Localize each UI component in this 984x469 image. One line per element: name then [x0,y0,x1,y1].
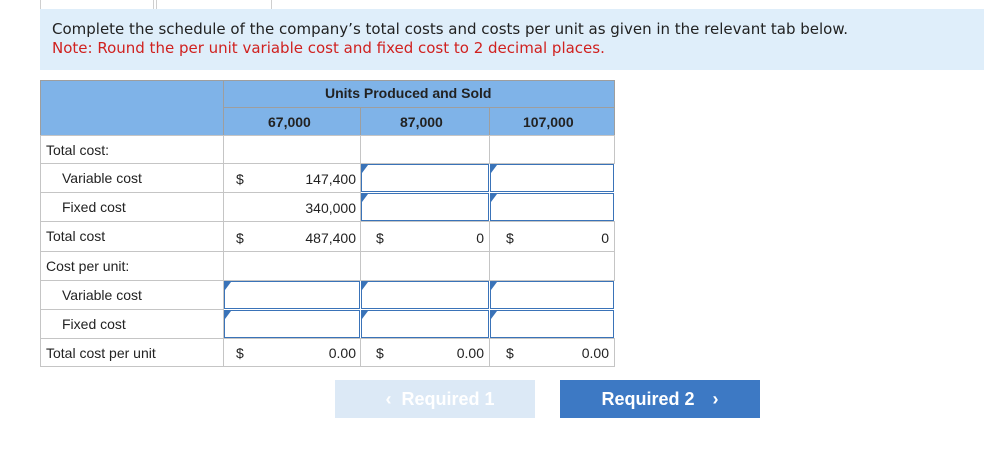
currency-symbol: $ [236,230,244,246]
cell-67-unit-section [223,251,361,281]
tab-stub-required-2[interactable] [156,0,272,9]
input-marker-icon [491,282,497,290]
input-variable-unit-107000[interactable] [490,281,614,309]
input-variable-cost-107000[interactable] [490,164,614,192]
required-2-button[interactable]: Required 2 › [560,380,760,418]
tab-stub-required-1[interactable] [40,0,154,9]
input-variable-unit-87000[interactable] [361,281,489,309]
cell-87-unit-total [360,338,490,367]
cell-87-section [360,135,490,164]
value-fixed-cost-67000: 340,000 [305,200,356,216]
value-variable-cost-67000: 147,400 [305,171,356,187]
input-marker-icon [362,282,368,290]
cell-67-section [223,135,361,164]
input-marker-icon [362,165,368,173]
cell-67-unit-total [223,338,361,367]
cell-87-total [360,221,490,252]
input-fixed-unit-87000[interactable] [361,310,489,338]
column-label-87000: 87,000 [400,114,443,130]
input-marker-icon [362,311,368,319]
column-label-67000: 67,000 [268,114,311,130]
input-variable-cost-87000[interactable] [361,164,489,192]
row-label-fixed-cost-unit: Fixed cost [40,309,224,339]
column-header-67000 [223,107,361,136]
row-label-total-cost-section: Total cost: [40,135,224,164]
value-total-unit-107000: 0.00 [581,345,609,361]
value-total-unit-87000: 0.00 [456,345,484,361]
input-fixed-unit-67000[interactable] [224,310,360,338]
input-marker-icon [491,194,497,202]
input-marker-icon [362,194,368,202]
cell-87-unit-section [360,251,490,281]
input-marker-icon [225,311,231,319]
currency-symbol: $ [376,230,384,246]
row-label-total-cost: Total cost [40,221,224,252]
row-label-total-cost-per-unit: Total cost per unit [40,338,224,367]
input-fixed-cost-107000[interactable] [490,193,614,221]
input-fixed-cost-87000[interactable] [361,193,489,221]
row-label-variable-cost-unit: Variable cost [40,280,224,310]
chevron-right-icon: › [712,388,719,409]
required-2-label: Required 2 [601,388,695,409]
units-produced-sold-header: Units Produced and Sold [325,85,492,101]
input-variable-unit-67000[interactable] [224,281,360,309]
value-total-cost-87000: 0 [476,230,484,246]
input-marker-icon [491,311,497,319]
row-label-variable-cost: Variable cost [40,163,224,193]
input-marker-icon [225,282,231,290]
row-label-cost-per-unit-section: Cost per unit: [40,251,224,281]
currency-symbol: $ [376,345,384,361]
cell-67-total [223,221,361,252]
instruction-box: Complete the schedule of the company’s t… [40,9,984,70]
currency-symbol: $ [506,230,514,246]
column-header-107000 [489,107,615,136]
cell-107-total [489,221,615,252]
required-1-label: Required 1 [401,388,495,409]
currency-symbol: $ [506,345,514,361]
chevron-left-icon: ‹ [385,388,392,409]
value-total-unit-67000: 0.00 [328,345,356,361]
value-total-cost-67000: 487,400 [305,230,356,246]
instruction-text: Complete the schedule of the company’s t… [52,20,848,38]
currency-symbol: $ [236,345,244,361]
value-total-cost-107000: 0 [601,230,609,246]
required-1-button[interactable]: ‹ Required 1 [335,380,535,418]
header-label-blank [40,80,224,136]
cell-107-unit-total [489,338,615,367]
input-fixed-unit-107000[interactable] [490,310,614,338]
column-label-107000: 107,000 [523,114,574,130]
currency-symbol: $ [236,171,244,187]
cell-107-section [489,135,615,164]
instruction-note: Note: Round the per unit variable cost a… [52,39,605,57]
input-marker-icon [491,165,497,173]
cell-107-unit-section [489,251,615,281]
row-label-fixed-cost: Fixed cost [40,192,224,222]
